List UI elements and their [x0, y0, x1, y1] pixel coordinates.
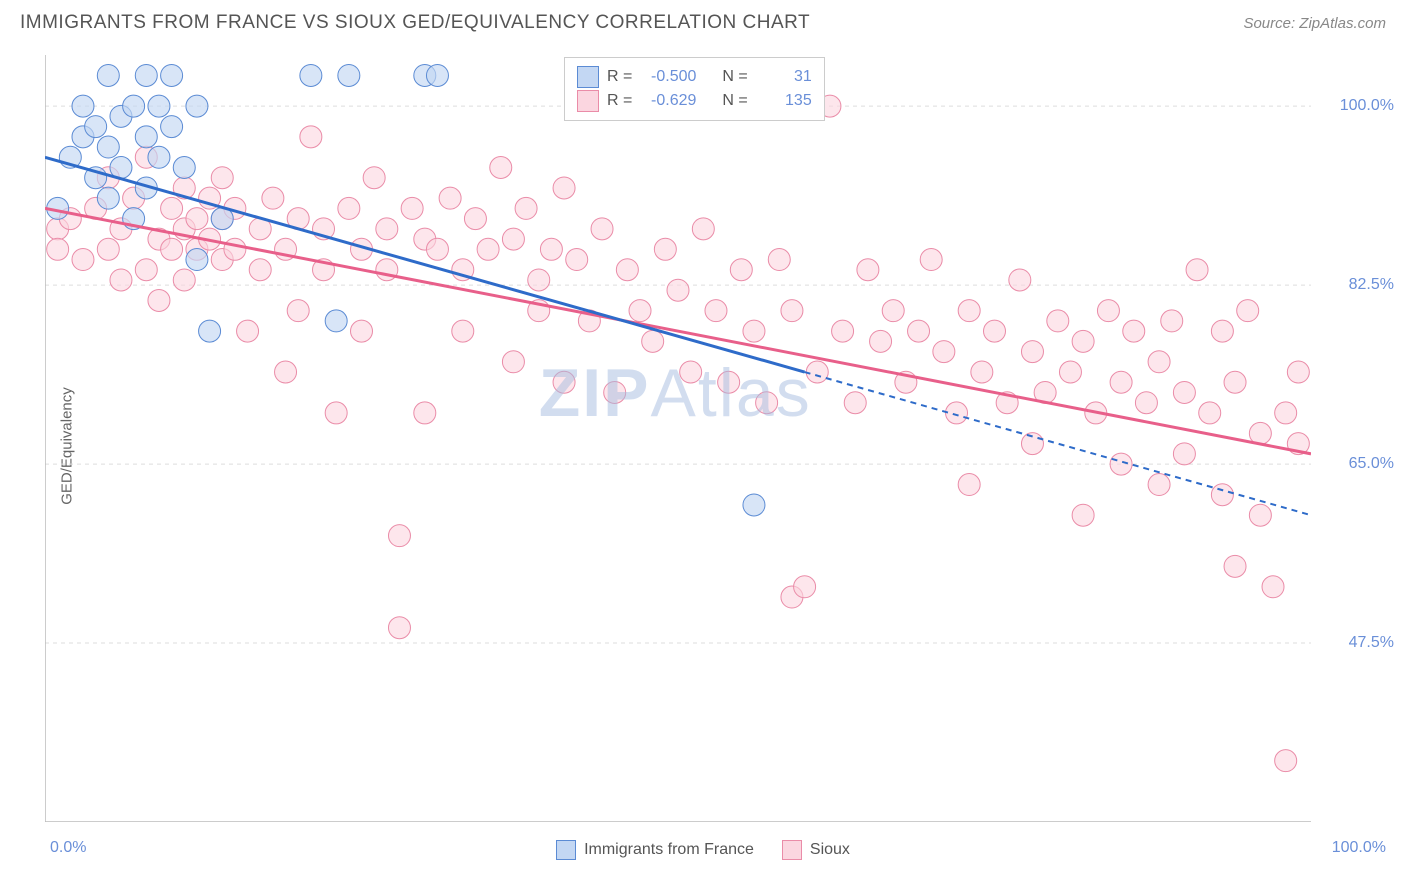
y-tick-label: 47.5%	[1349, 634, 1394, 652]
stats-row-france: R = -0.500 N = 31	[577, 66, 812, 88]
stats-row-sioux: R = -0.629 N = 135	[577, 90, 812, 112]
y-tick-label: 82.5%	[1349, 276, 1394, 294]
legend-item-sioux: Sioux	[782, 840, 850, 860]
y-tick-label: 100.0%	[1340, 97, 1394, 115]
y-tick-label: 65.0%	[1349, 455, 1394, 473]
swatch-pink-icon	[577, 90, 599, 112]
legend-item-france: Immigrants from France	[556, 840, 754, 860]
legend-swatch-pink-icon	[782, 840, 802, 860]
plot-area: ZIPAtlas R = -0.500 N = 31 R = -0.629 N …	[45, 55, 1311, 822]
swatch-blue-icon	[577, 66, 599, 88]
source-attribution: Source: ZipAtlas.com	[1243, 15, 1386, 32]
chart-title: IMMIGRANTS FROM FRANCE VS SIOUX GED/EQUI…	[20, 12, 810, 34]
scatter-plot-svg	[45, 55, 1311, 822]
correlation-stats-box: R = -0.500 N = 31 R = -0.629 N = 135	[564, 57, 825, 121]
legend-swatch-blue-icon	[556, 840, 576, 860]
legend: Immigrants from France Sioux	[0, 840, 1406, 860]
